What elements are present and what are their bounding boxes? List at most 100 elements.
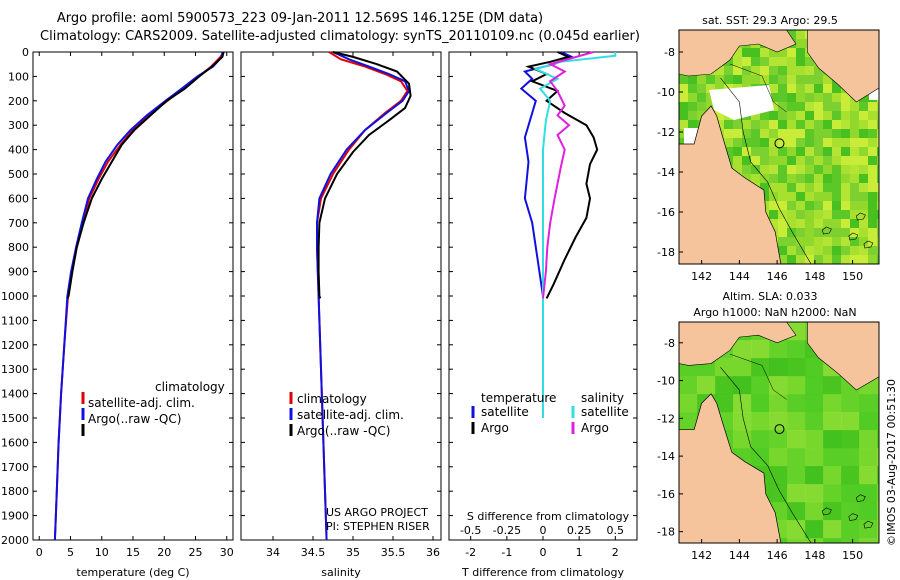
ocean-cell [877,448,879,467]
ocean-cell [832,246,842,256]
ocean-cell [823,376,842,395]
ocean-cell [688,120,698,130]
map-y-tick-label: -18 [657,246,675,259]
ocean-cell [877,394,879,413]
ocean-cell [769,120,779,130]
reef-contour [720,367,812,543]
ocean-cell [859,165,869,175]
ocean-cell [859,466,878,485]
ocean-cell [679,138,689,148]
ocean-cell [805,84,815,94]
ocean-cell [850,246,860,256]
ocean-cell [769,138,779,148]
ocean-cell [733,75,743,85]
ocean-cell [859,228,869,238]
ocean-cell [796,138,806,148]
ocean-cell [832,165,842,175]
ocean-cell [814,84,824,94]
x2-tick-label: 0 [540,524,547,537]
ocean-cell [859,102,869,112]
ocean-cell [751,138,761,148]
ocean-cell [787,66,797,76]
ocean-cell [787,448,806,467]
ocean-cell [778,48,788,58]
series-line-climatology [316,51,409,541]
ocean-cell [796,183,806,193]
ocean-cell [742,75,752,85]
ocean-cell [697,93,707,103]
ocean-cell [841,430,860,449]
ocean-cell [868,156,878,166]
ocean-cell [715,111,725,121]
ocean-cell [823,156,833,166]
shelf-contour [729,353,787,400]
ocean-cell [742,57,752,67]
ocean-cell [733,48,743,58]
ocean-cell [787,84,797,94]
ocean-cell [679,75,689,85]
ocean-cell [877,174,879,184]
header-line2: Climatology: CARS2009. Satellite-adjuste… [40,29,640,44]
y-tick-label: 600 [8,192,29,205]
ocean-cell [805,75,815,85]
ocean-cell [814,219,824,229]
map-y-tick-label: -8 [664,46,675,59]
ocean-cell [877,255,879,264]
ocean-cell [841,502,860,521]
legend-group-title: salinity [581,391,624,405]
x-tick-label: 35 [346,546,360,559]
ocean-cell [805,430,824,449]
ocean-cell [823,201,833,211]
ocean-cell [769,430,788,449]
ocean-cell [778,93,788,103]
ocean-cell [823,120,833,130]
ocean-cell [859,120,869,130]
ocean-cell [850,120,860,130]
ocean-cell [751,358,770,377]
ocean-cell [769,147,779,157]
map-y-tick-label: -10 [657,86,675,99]
ocean-cell [823,75,833,85]
ocean-cell [823,228,833,238]
y-tick-label: 200 [8,95,29,108]
ocean-cell [778,75,788,85]
y-tick-label: 800 [8,241,29,254]
ocean-cell [823,246,833,256]
map-y-tick-label: -8 [664,337,675,350]
ocean-cell [742,48,752,58]
ocean-cell [877,201,879,211]
ocean-cell [877,210,879,220]
y-tick-label: 1900 [1,510,29,523]
y-tick-label: 700 [8,217,29,230]
ocean-cell [778,201,788,211]
ocean-cell [859,201,869,211]
ocean-cell [841,412,860,431]
ocean-cell [823,210,833,220]
ocean-cell [877,484,879,503]
ocean-cell [724,129,734,139]
ocean-cell [778,228,788,238]
ocean-cell [877,376,879,395]
ocean-cell [832,84,842,94]
ocean-cell [787,376,806,395]
ocean-cell [787,48,797,58]
ocean-cell [805,210,815,220]
ocean-cell [859,255,869,264]
imos-credit: ©IMOS 03-Aug-2017 00:51:30 [885,379,898,546]
ocean-cell [859,210,869,220]
ocean-cell [715,120,725,130]
map-x-tick-label: 150 [842,549,863,562]
ocean-cell [697,84,707,94]
map-x-tick-label: 144 [729,270,750,283]
ocean-cell [778,120,788,130]
ocean-cell [769,340,788,359]
ocean-cell [832,192,842,202]
ocean-cell [760,48,770,58]
ocean-cell [751,412,770,431]
ocean-cell [841,484,860,503]
ocean-cell [805,255,815,264]
ocean-cell [796,111,806,121]
ocean-cell [733,147,743,157]
ocean-cell [850,165,860,175]
ocean-cell [868,192,878,202]
